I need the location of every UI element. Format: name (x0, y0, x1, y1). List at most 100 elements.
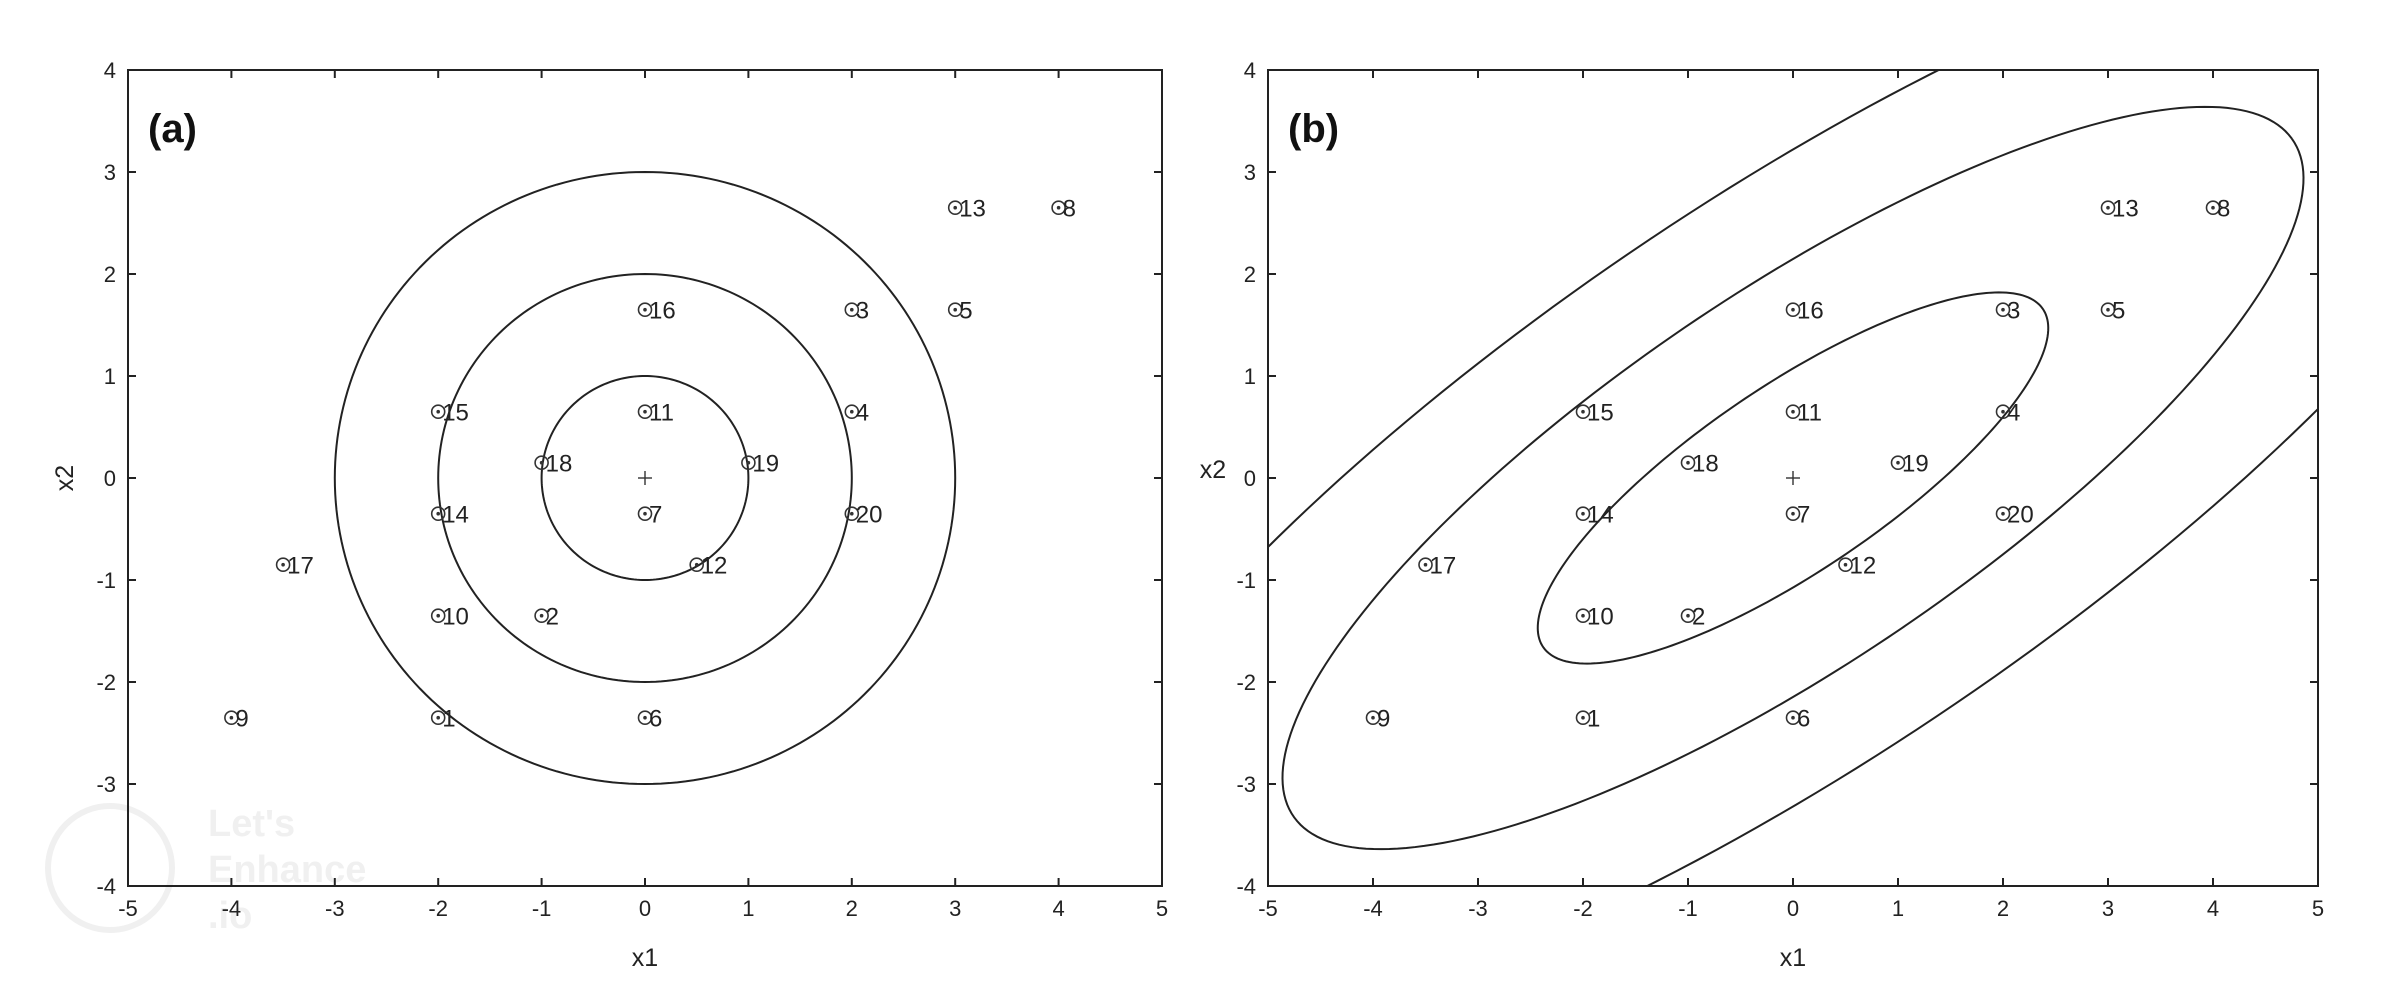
y-tick-label: -4 (96, 874, 116, 899)
point-label: 4 (2007, 400, 2020, 427)
data-point-7: 7 (1785, 502, 1810, 529)
point-marker (430, 710, 446, 726)
x-tick-label: -2 (1573, 896, 1593, 921)
point-label: 16 (649, 298, 676, 325)
point-label: 9 (235, 706, 248, 733)
x-tick-label: 5 (2312, 896, 2324, 921)
point-center (2001, 409, 2005, 414)
point-center (643, 409, 647, 414)
point-label: 14 (1587, 502, 1614, 529)
contour-1 (1536, 291, 2050, 665)
point-center (1791, 409, 1795, 414)
watermark-line-1: Let's (208, 803, 295, 845)
point-marker (1051, 200, 1066, 215)
x-tick-label: 0 (1787, 896, 1799, 921)
y-tick-label: 3 (1244, 160, 1256, 185)
y-tick-label: -1 (1236, 568, 1256, 593)
point-marker (2205, 200, 2221, 215)
point-center (539, 460, 544, 465)
point-label: 7 (1797, 502, 1810, 529)
data-point-11: 11 (637, 400, 674, 427)
panel-a: -5 -4 -3 -2 -1 0 1 2 3 4 5-4-3-2-101234x1x2(a)1234… (51, 58, 1168, 972)
y-tick-label: -2 (1236, 670, 1256, 695)
point-center (850, 307, 854, 312)
point-label: 4 (856, 400, 869, 427)
point-marker (844, 404, 860, 420)
point-marker (430, 506, 446, 522)
point-center (436, 715, 441, 720)
point-label: 10 (442, 604, 469, 631)
point-label: 20 (856, 502, 883, 529)
x-tick-label: 3 (949, 896, 961, 921)
data-point-13: 13 (2100, 196, 2139, 223)
point-label: 19 (752, 451, 779, 478)
point-label: 2 (546, 604, 559, 631)
data-point-8: 8 (2205, 196, 2230, 223)
y-tick-label: 1 (1244, 364, 1256, 389)
point-marker (275, 557, 291, 573)
data-point-1: 1 (430, 706, 456, 733)
data-point-7: 7 (637, 502, 662, 529)
point-marker (1838, 557, 1853, 573)
point-label: 11 (1797, 400, 1822, 427)
y-tick-label: 1 (104, 364, 116, 389)
data-point-10: 10 (430, 604, 469, 631)
point-center (2001, 307, 2005, 312)
panel-label: (b) (1288, 107, 1339, 151)
data-point-15: 15 (430, 400, 469, 427)
point-center (850, 511, 854, 516)
point-label: 5 (2112, 298, 2125, 325)
point-marker (1785, 302, 1801, 318)
data-point-19: 19 (741, 451, 779, 478)
x-tick-label: 1 (742, 896, 754, 921)
point-label: 13 (2112, 196, 2139, 223)
x-tick-label: 4 (2207, 896, 2219, 921)
point-marker (1575, 404, 1591, 420)
point-label: 16 (1797, 298, 1824, 325)
point-center (850, 409, 854, 414)
x-tick-label: -4 (1363, 896, 1383, 921)
watermark-line-2: Enhance (208, 849, 366, 891)
point-marker (1575, 710, 1591, 726)
point-label: 5 (959, 298, 972, 325)
point-center (1686, 460, 1690, 465)
point-label: 19 (1902, 451, 1929, 478)
point-label: 17 (287, 553, 314, 580)
x-axis-label: x1 (1780, 944, 1806, 972)
data-point-14: 14 (1575, 502, 1614, 529)
point-marker (844, 302, 860, 318)
point-marker (637, 404, 653, 420)
point-label: 15 (442, 400, 469, 427)
point-marker (1575, 506, 1591, 522)
point-marker (637, 710, 653, 726)
point-marker (2100, 302, 2116, 318)
point-center (643, 307, 647, 312)
y-tick-label: 4 (1244, 58, 1256, 83)
x-tick-label: -1 (532, 896, 552, 921)
point-center (953, 205, 957, 210)
data-point-9: 9 (1365, 706, 1390, 733)
point-marker (1890, 455, 1906, 471)
contours (1268, 70, 2318, 886)
point-center (1056, 205, 1061, 210)
y-tick-label: 0 (1244, 466, 1256, 491)
x-tick-label: -5 (1258, 896, 1278, 921)
data-point-16: 16 (1785, 298, 1824, 325)
point-center (694, 562, 699, 567)
point-marker (844, 506, 860, 522)
point-center (1581, 715, 1585, 720)
x-tick-label: 2 (846, 896, 858, 921)
point-label: 11 (649, 400, 674, 427)
data-point-12: 12 (1838, 553, 1876, 580)
point-label: 13 (959, 196, 986, 223)
point-marker (1995, 506, 2011, 522)
x-tick-label: -5 (118, 896, 138, 921)
point-center (746, 460, 751, 465)
x-tick-label: -4 (222, 896, 242, 921)
data-point-17: 17 (1418, 553, 1456, 580)
x-tick-label: 0 (639, 896, 651, 921)
point-center (229, 715, 234, 720)
point-label: 6 (649, 706, 662, 733)
data-point-12: 12 (689, 553, 727, 580)
